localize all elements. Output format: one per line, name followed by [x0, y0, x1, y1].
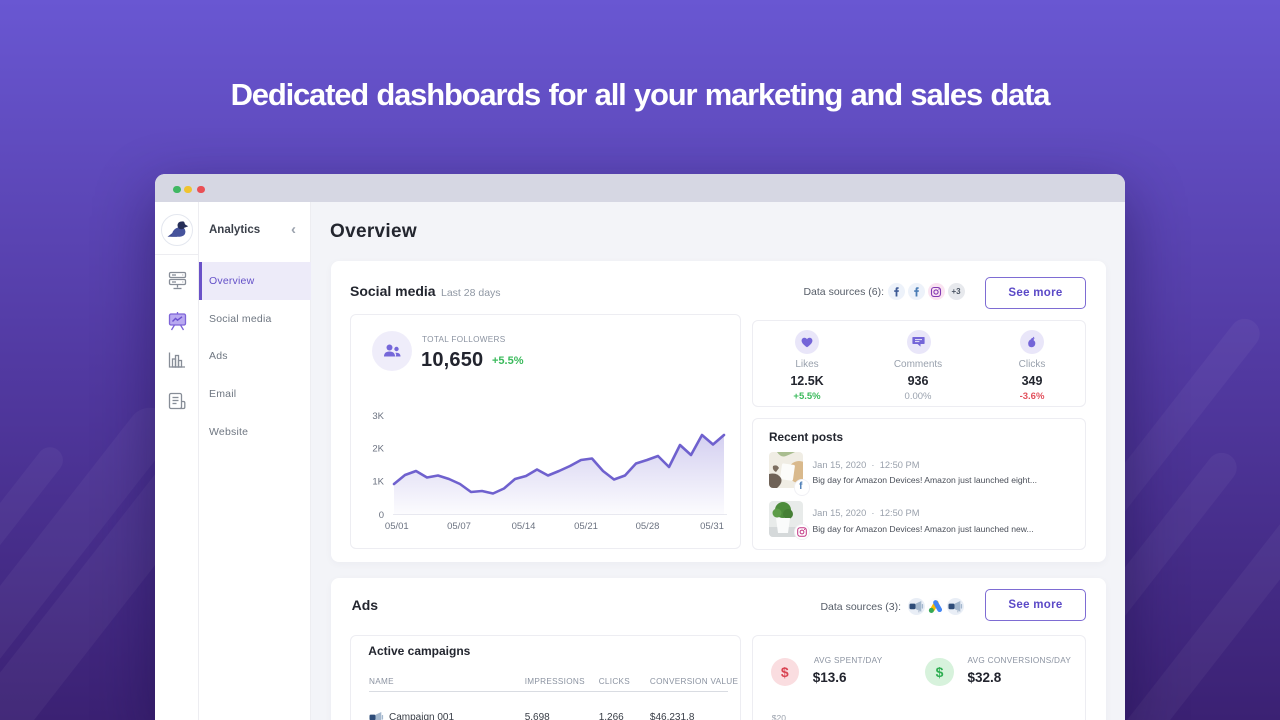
svg-text:05/31: 05/31 — [700, 521, 724, 532]
svg-text:05/07: 05/07 — [447, 521, 471, 532]
svg-text:2K: 2K — [372, 444, 384, 455]
svg-text:1K: 1K — [372, 477, 384, 488]
svg-text:05/01: 05/01 — [385, 521, 409, 532]
svg-text:0: 0 — [379, 510, 384, 521]
svg-text:3K: 3K — [372, 411, 384, 422]
svg-text:05/28: 05/28 — [636, 521, 660, 532]
svg-text:05/14: 05/14 — [512, 521, 536, 532]
svg-text:05/21: 05/21 — [574, 521, 598, 532]
